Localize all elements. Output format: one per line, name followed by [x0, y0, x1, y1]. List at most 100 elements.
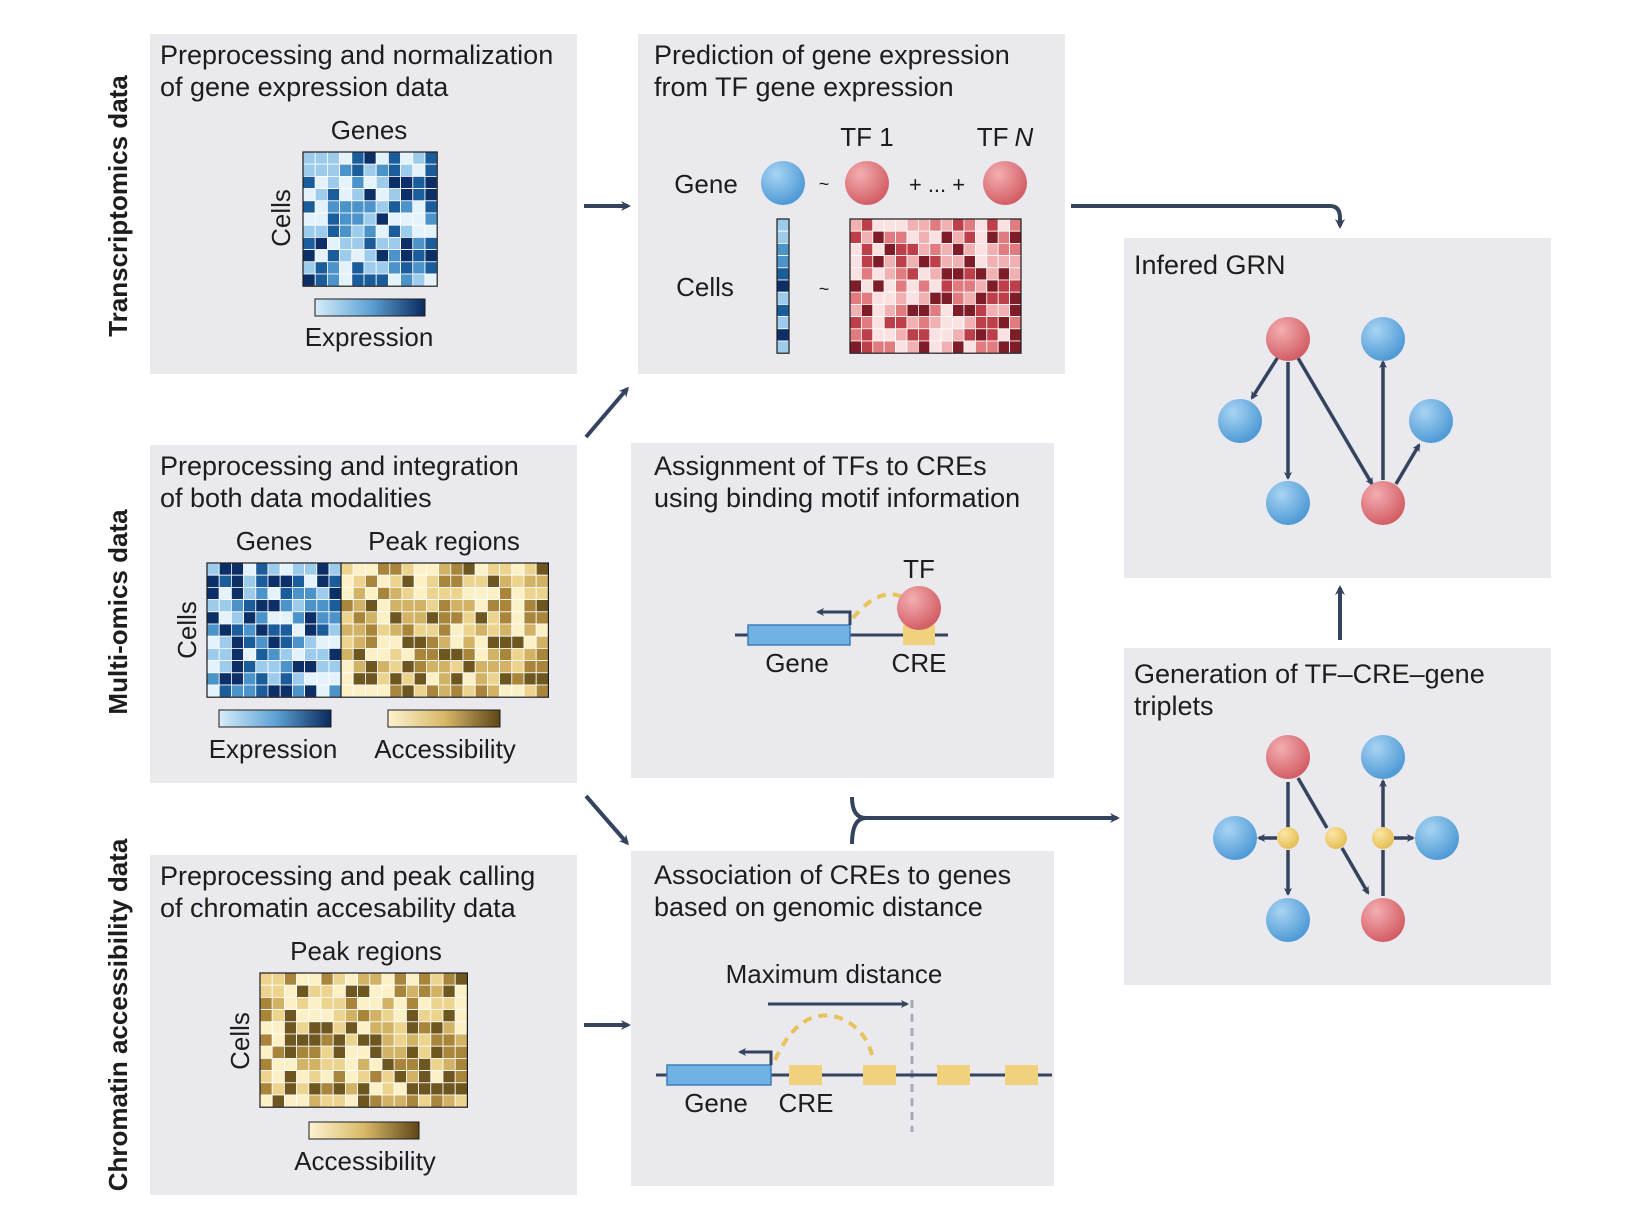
- heatmap-cell: [424, 273, 438, 287]
- heatmap-cell: [363, 261, 377, 275]
- heatmap-cell: [206, 635, 220, 649]
- heatmap-cell: [332, 972, 346, 986]
- heatmap-cell: [486, 660, 500, 674]
- heatmap-cell: [872, 255, 885, 269]
- heatmap-cell: [511, 574, 525, 588]
- expression-heatmap: [302, 151, 438, 287]
- heatmap-cell: [351, 273, 365, 287]
- heatmap-cell: [206, 611, 220, 625]
- heatmap-cell: [243, 623, 257, 637]
- heatmap-cell: [442, 1058, 456, 1072]
- flow-arrow-multiomics-to-prediction: [584, 386, 629, 439]
- heatmap-cell: [418, 1094, 432, 1108]
- heatmap-cell: [381, 997, 395, 1011]
- heatmap-cell: [340, 574, 354, 588]
- heatmap-cell: [929, 340, 942, 354]
- heatmap-cell: [986, 316, 999, 330]
- heatmap-cell: [511, 648, 525, 662]
- heatmap-cell: [206, 587, 220, 601]
- heatmap-cell: [387, 236, 401, 250]
- heatmap-cell: [314, 261, 328, 275]
- heatmap-cell: [462, 587, 476, 601]
- heatmap-cell: [450, 684, 464, 698]
- heatmap-cell: [302, 273, 316, 287]
- heatmap-cell: [975, 303, 988, 317]
- heatmap-cell: [499, 623, 513, 637]
- heatmap-cell: [357, 1021, 371, 1035]
- heatmap-cell: [304, 684, 318, 698]
- heatmap-cell: [339, 236, 353, 250]
- heatmap-cell: [412, 224, 426, 238]
- heatmap-cell: [511, 562, 525, 576]
- heatmap-cell: [401, 635, 415, 649]
- heatmap-cell: [918, 316, 931, 330]
- heatmap-cell: [776, 279, 790, 293]
- heatmap-cell: [332, 1033, 346, 1047]
- heatmap-cell: [381, 1045, 395, 1059]
- heatmap-cell: [255, 574, 269, 588]
- heatmap-cell: [377, 635, 391, 649]
- heatmap-cell: [314, 273, 328, 287]
- heatmap-cell: [283, 1070, 297, 1084]
- heatmap-cell: [906, 267, 919, 281]
- flow-arrow-multiomics-to-association: [584, 794, 629, 846]
- heatmap-cell: [861, 291, 874, 305]
- heatmap-cell: [230, 562, 244, 576]
- heatmap-cell: [918, 279, 931, 293]
- expression-colorbar: [314, 298, 426, 317]
- heatmap-cell: [344, 1070, 358, 1084]
- heatmap-cell: [230, 648, 244, 662]
- heatmap-cell: [363, 175, 377, 189]
- heatmap-cell: [218, 587, 232, 601]
- heatmap-cell: [369, 997, 383, 1011]
- heatmap-cell: [344, 1021, 358, 1035]
- gene-expression-column: [776, 218, 790, 354]
- merge-brace: [850, 796, 867, 845]
- panel-tf-cre-assignment: Assignment of TFs to CREs using binding …: [631, 443, 1054, 778]
- heatmap-cell: [302, 249, 316, 263]
- heatmap-cell: [430, 997, 444, 1011]
- heatmap-cell: [340, 623, 354, 637]
- heatmap-cell: [389, 574, 403, 588]
- heatmap-cell: [454, 984, 468, 998]
- heatmap-cell: [918, 291, 931, 305]
- heatmap-cell: [344, 1045, 358, 1059]
- heatmap-cell: [230, 599, 244, 613]
- heatmap-cell: [328, 684, 342, 698]
- heatmap-cell: [952, 328, 965, 342]
- heatmap-cell: [393, 1045, 407, 1059]
- heatmap-cell: [267, 599, 281, 613]
- tilde-symbol: ~: [819, 174, 830, 194]
- heatmap-cell: [283, 1058, 297, 1072]
- heatmap-cell: [340, 648, 354, 662]
- heatmap-cell: [413, 684, 427, 698]
- gene-node: [1266, 481, 1310, 525]
- heatmap-cell: [454, 1094, 468, 1108]
- heatmap-cell: [952, 303, 965, 317]
- heatmap-cell: [861, 303, 874, 317]
- heatmap-cell: [218, 648, 232, 662]
- heatmap-cell: [255, 623, 269, 637]
- panel-title-line-2: using binding motif information: [654, 483, 1020, 513]
- tf-node: [1266, 735, 1310, 779]
- accessibility-colorbar-label: Accessibility: [374, 734, 516, 764]
- triplet-edge: [1340, 847, 1370, 895]
- heatmap-cell: [357, 1009, 371, 1023]
- heatmap-cell: [849, 230, 862, 244]
- heatmap-cell: [271, 1045, 285, 1059]
- heatmap-cell: [906, 303, 919, 317]
- heatmap-cell: [363, 188, 377, 202]
- heatmap-cell: [291, 684, 305, 698]
- heatmap-cell: [454, 1058, 468, 1072]
- tf1-label: TF 1: [840, 122, 893, 152]
- heatmap-cell: [963, 303, 976, 317]
- heatmap-cell: [535, 562, 549, 576]
- heatmap-cell: [940, 255, 954, 269]
- heatmap-cell: [952, 255, 965, 269]
- heatmap-cell: [486, 623, 500, 637]
- heatmap-cell: [332, 1009, 346, 1023]
- heatmap-cell: [486, 599, 500, 613]
- gene-node: [1415, 816, 1459, 860]
- heatmap-cell: [340, 684, 354, 698]
- heatmap-cell: [230, 635, 244, 649]
